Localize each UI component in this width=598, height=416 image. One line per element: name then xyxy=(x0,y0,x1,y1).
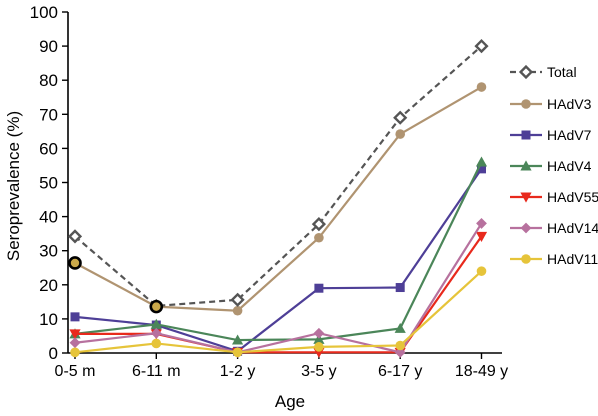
data-point-hadv7 xyxy=(477,164,486,174)
x-tick-label: 6-17 y xyxy=(378,363,422,380)
legend-label: HAdV7 xyxy=(547,127,592,143)
data-point-hadv4 xyxy=(150,318,162,329)
y-tick-label: 30 xyxy=(39,242,58,261)
legend-label: HAdV14 xyxy=(547,220,598,236)
data-point-hadv11 xyxy=(151,338,162,349)
series-hadv7-line xyxy=(74,168,483,353)
data-point-hadv7 xyxy=(395,283,405,293)
y-tick-label: 0 xyxy=(49,344,58,363)
data-point-total xyxy=(67,229,83,244)
series-hadv11-line xyxy=(74,270,483,354)
y-tick-label: 90 xyxy=(39,37,58,56)
data-point-hadv3 xyxy=(476,82,487,92)
data-point-hadv3 xyxy=(314,232,324,243)
data-point-hadv11 xyxy=(70,347,80,358)
y-tick-label: 70 xyxy=(39,105,58,124)
series-hadv4 xyxy=(69,156,488,345)
legend-marker xyxy=(518,64,534,80)
y-tick-label: 20 xyxy=(39,276,58,295)
data-point-hadv55 xyxy=(475,231,488,242)
data-point-total xyxy=(230,292,245,307)
series-total xyxy=(67,39,489,314)
data-point-hadv14 xyxy=(150,327,162,339)
series-hadv3-line xyxy=(74,86,483,312)
data-point-hadv14 xyxy=(476,218,487,229)
data-point-hadv11 xyxy=(395,340,406,351)
series-hadv14-line xyxy=(74,222,483,354)
data-point-hadv3 xyxy=(395,129,406,139)
legend-item-hadv3: HAdV3 xyxy=(510,96,592,112)
x-axis-label: Age xyxy=(275,392,305,411)
x-tick-label: 6-11 m xyxy=(132,363,181,380)
data-point-hadv7 xyxy=(70,312,80,322)
data-point-hadv4 xyxy=(313,333,325,344)
legend-label: HAdV11 xyxy=(547,251,598,267)
y-ticks: 0 10 20 30 40 50 60 70 80 90 100 xyxy=(30,3,68,363)
data-point-hadv11 xyxy=(476,266,487,276)
y-tick-label: 40 xyxy=(39,208,58,227)
legend-label: Total xyxy=(547,64,577,80)
legend-item-hadv4: HAdV4 xyxy=(510,158,592,174)
legend-marker xyxy=(521,99,531,109)
y-tick-label: 60 xyxy=(39,139,58,158)
data-point-hadv4 xyxy=(475,156,488,167)
series-layer xyxy=(67,39,489,358)
legend-label: HAdV4 xyxy=(547,158,592,174)
y-tick-label: 80 xyxy=(39,71,58,90)
data-point-total xyxy=(474,39,489,54)
data-point-hadv4 xyxy=(394,322,406,333)
legend: Total HAdV3 HAdV7 HAdV4 HAdV55 HAdV14 HAdV11 xyxy=(510,64,598,267)
x-tick-label: 18-49 y xyxy=(455,363,508,380)
y-tick-label: 50 xyxy=(39,174,58,193)
legend-marker xyxy=(520,222,532,234)
legend-item-hadv11: HAdV11 xyxy=(510,251,598,267)
annotation-marker xyxy=(149,299,164,314)
x-tick-label: 3-5 y xyxy=(301,363,337,380)
data-point-hadv4 xyxy=(232,334,244,345)
legend-marker xyxy=(520,160,532,171)
series-total-line xyxy=(74,45,483,308)
data-point-hadv14 xyxy=(69,337,81,349)
legend-item-hadv55: HAdV55 xyxy=(510,189,598,205)
data-point-hadv14 xyxy=(313,327,325,339)
data-point-total xyxy=(311,217,326,232)
x-ticks: 0-5 m 6-11 m 1-2 y 3-5 y 6-17 y 18-49 y xyxy=(55,353,508,380)
data-point-hadv7 xyxy=(314,283,324,293)
y-tick-label: 100 xyxy=(30,3,58,22)
x-tick-label: 0-5 m xyxy=(55,363,96,380)
data-point-total xyxy=(393,110,408,125)
legend-item-hadv14: HAdV14 xyxy=(510,220,598,236)
legend-marker xyxy=(521,130,531,140)
data-point-hadv11 xyxy=(314,342,324,352)
y-axis-label: Seroprevalence (%) xyxy=(4,111,23,261)
annotation-marker xyxy=(68,256,82,270)
x-tick-label: 1-2 y xyxy=(220,363,256,380)
series-hadv11 xyxy=(70,266,487,358)
y-tick-label: 10 xyxy=(39,310,58,329)
data-point-hadv3 xyxy=(232,305,243,316)
data-point-hadv55 xyxy=(69,329,81,340)
legend-label: HAdV55 xyxy=(547,189,598,205)
series-hadv4-line xyxy=(74,161,483,342)
legend-item-total: Total xyxy=(510,64,577,80)
legend-marker xyxy=(521,254,531,264)
annotations xyxy=(68,256,164,314)
data-point-hadv11 xyxy=(232,347,243,358)
legend-item-hadv7: HAdV7 xyxy=(510,127,592,143)
data-point-hadv14 xyxy=(394,346,406,358)
legend-marker xyxy=(520,192,532,203)
legend-label: HAdV3 xyxy=(547,96,592,112)
series-hadv14 xyxy=(69,218,487,358)
